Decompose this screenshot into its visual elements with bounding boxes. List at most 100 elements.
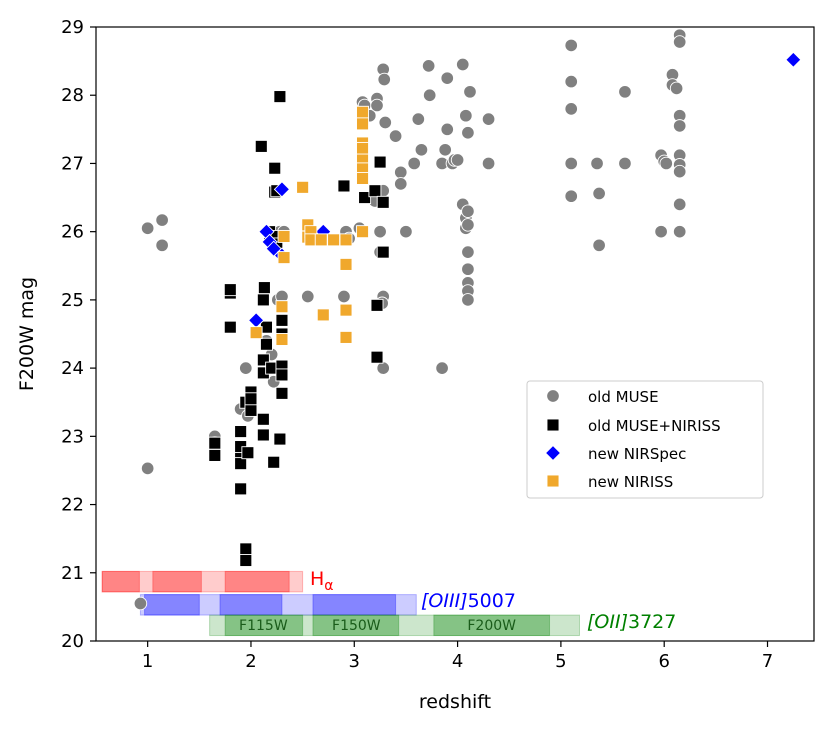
data-point [256,428,270,442]
data-point [785,51,802,68]
data-point [564,102,578,116]
band-envelope-oii [209,614,580,637]
data-point [273,90,287,104]
band-segment-oii [312,614,400,637]
data-point [239,542,253,556]
data-point [669,81,684,96]
data-point [564,74,578,89]
data-point [440,71,455,85]
data-point [241,446,255,460]
data-point [339,330,353,344]
data-point [463,85,477,99]
data-point [378,115,393,130]
filter-label-f150w: F150W [332,618,381,634]
band-label-oiii-tail: 5007 [468,590,516,612]
x-tick-label: 3 [349,651,360,672]
data-point [301,289,315,304]
series-new-niriss [249,105,369,346]
data-point [337,179,351,193]
data-point [239,361,253,375]
data-point [275,333,289,346]
y-axis-title: F200W mag [16,277,38,391]
band-label-oii-main: [OII] [587,611,628,633]
data-point [356,105,369,119]
data-point [223,320,237,334]
x-tick-label: 1 [142,651,153,672]
x-tick-label: 7 [762,651,773,672]
y-tick-label: 25 [61,290,84,311]
data-point [339,233,353,247]
data-point [672,164,687,179]
data-point [275,368,289,382]
data-point [411,112,426,126]
data-point [327,233,341,247]
data-point [376,361,390,375]
data-point [239,554,253,567]
data-point [399,224,413,239]
data-point [370,298,384,312]
data-point [461,218,475,232]
data-point [564,38,578,53]
data-point [133,596,148,611]
data-point [394,177,408,191]
data-point [267,455,281,469]
data-point [564,189,578,203]
data-point [368,184,382,198]
data-point [370,98,384,113]
data-point [422,88,437,102]
plot-frame [95,26,815,642]
data-point [275,300,289,314]
legend: old MUSE old MUSE+NIRISS new NIRSpec new… [526,380,764,499]
y-tick-label: 27 [61,153,84,174]
data-point [438,143,452,157]
band-segment-ha [101,570,140,593]
data-point [455,57,470,72]
data-point [440,122,455,137]
band-label-oii: [OII]3727 [587,611,676,633]
x-tick-label: 6 [658,651,669,672]
x-tick-label: 2 [245,651,256,672]
data-point [273,181,291,198]
legend-marker [546,474,560,488]
data-point [435,361,449,375]
legend-label-new-nirspec: new NIRSpec [588,445,686,463]
data-point [244,392,258,406]
data-point [481,112,496,126]
x-axis-title: redshift [419,691,491,713]
data-point [590,156,604,171]
data-point [260,337,273,351]
y-tick-label: 24 [61,358,84,379]
band-label-halpha: Hα [310,568,334,594]
data-point [257,281,271,295]
data-point [234,457,248,471]
band-label-oii-tail: 3727 [628,611,676,633]
legend-marker [546,418,560,432]
data-point [356,225,369,239]
data-point [234,482,248,496]
data-point [155,238,169,253]
x-axis-ticks: 1 2 3 4 5 6 7 [142,641,773,672]
series-old-muse [133,28,687,611]
y-tick-label: 26 [61,222,84,243]
band-label-halpha-main: H [310,568,324,590]
legend-box [526,380,764,499]
data-point [672,224,687,239]
band-label-oiii-main: [OIII] [421,590,468,612]
scatter-points [133,28,802,611]
y-tick-label: 21 [61,563,84,584]
data-point [373,155,387,169]
legend-markers [544,389,562,488]
legend-marker [546,389,560,403]
band-label-halpha-sub: α [324,578,333,594]
data-point [461,245,475,259]
band-segment-ha [224,570,290,593]
data-point [277,229,291,243]
data-point [208,448,222,462]
data-point [659,156,674,171]
data-point [249,326,263,340]
data-point [314,233,328,247]
data-point [337,289,351,304]
filter-label-f115w: F115W [239,618,288,634]
data-point [654,224,668,239]
y-axis-ticks: 20 21 22 23 24 25 26 27 28 29 [61,17,96,652]
